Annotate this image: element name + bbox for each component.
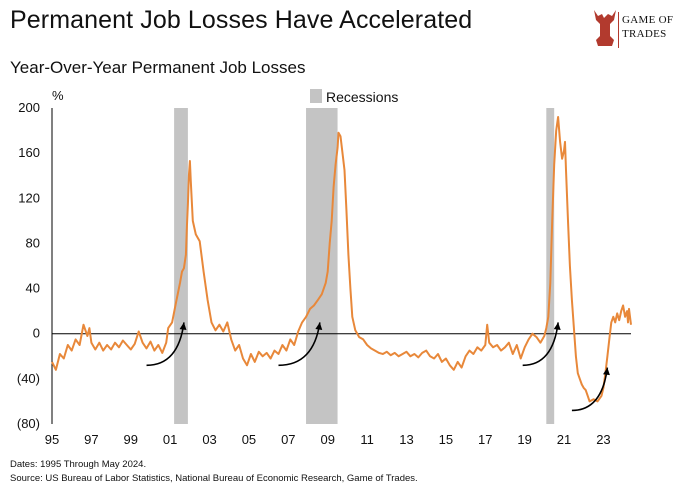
y-tick-label: 80 [26, 235, 40, 250]
y-tick-label: 160 [18, 145, 40, 160]
legend-label: Recessions [326, 89, 398, 105]
bull-icon [594, 10, 619, 48]
y-tick-label: 40 [26, 281, 40, 296]
recession-band-2 [306, 108, 338, 424]
footer-source: Source: US Bureau of Labor Statistics, N… [10, 473, 418, 484]
x-tick-label: 95 [45, 432, 59, 447]
x-tick-label: 19 [517, 432, 531, 447]
x-tick-label: 13 [399, 432, 413, 447]
y-tick-label: 120 [18, 190, 40, 205]
arrow-3 [522, 322, 559, 367]
arrow-4 [571, 367, 609, 412]
x-tick-label: 23 [596, 432, 610, 447]
y-tick-label: (40) [17, 371, 40, 386]
x-tick-label: 05 [242, 432, 256, 447]
footer-dates: Dates: 1995 Through May 2024. [10, 459, 147, 470]
chart-subtitle: Year-Over-Year Permanent Job Losses [10, 58, 306, 77]
x-tick-label: 15 [439, 432, 453, 447]
y-tick-label: 200 [18, 100, 40, 115]
logo-line2: TRADES [622, 28, 667, 40]
x-tick-label: 99 [124, 432, 138, 447]
legend-swatch [310, 89, 322, 103]
logo-line1: GAME OF [622, 14, 674, 26]
arrow-1 [146, 322, 185, 367]
x-tick-label: 07 [281, 432, 295, 447]
recession-bands [174, 108, 555, 424]
recession-band-1 [174, 108, 188, 424]
arrowhead-1 [179, 322, 187, 331]
x-tick-label: 11 [360, 432, 374, 447]
y-tick-label: 0 [33, 326, 40, 341]
x-tick-label: 01 [163, 432, 177, 447]
y-axis-ticks: (80) (40) 0 40 80 120 160 200 [17, 100, 40, 431]
x-tick-label: 97 [84, 432, 98, 447]
arrowhead-4 [603, 367, 610, 376]
y-axis-unit-label: % [52, 88, 64, 103]
chart-title: Permanent Job Losses Have Accelerated [10, 6, 473, 34]
x-axis-ticks: 95 97 99 01 03 05 07 09 11 13 15 17 19 21 23 [45, 432, 611, 447]
x-tick-label: 09 [320, 432, 334, 447]
x-tick-label: 17 [478, 432, 492, 447]
y-tick-label: (80) [17, 416, 40, 431]
arrowhead-2 [315, 322, 323, 331]
arrow-2 [278, 322, 321, 367]
annotation-arrows [146, 322, 610, 412]
legend: Recessions [310, 89, 398, 105]
arrowhead-3 [553, 322, 561, 331]
x-tick-label: 21 [557, 432, 571, 447]
x-tick-label: 03 [202, 432, 216, 447]
series-line [51, 116, 632, 403]
